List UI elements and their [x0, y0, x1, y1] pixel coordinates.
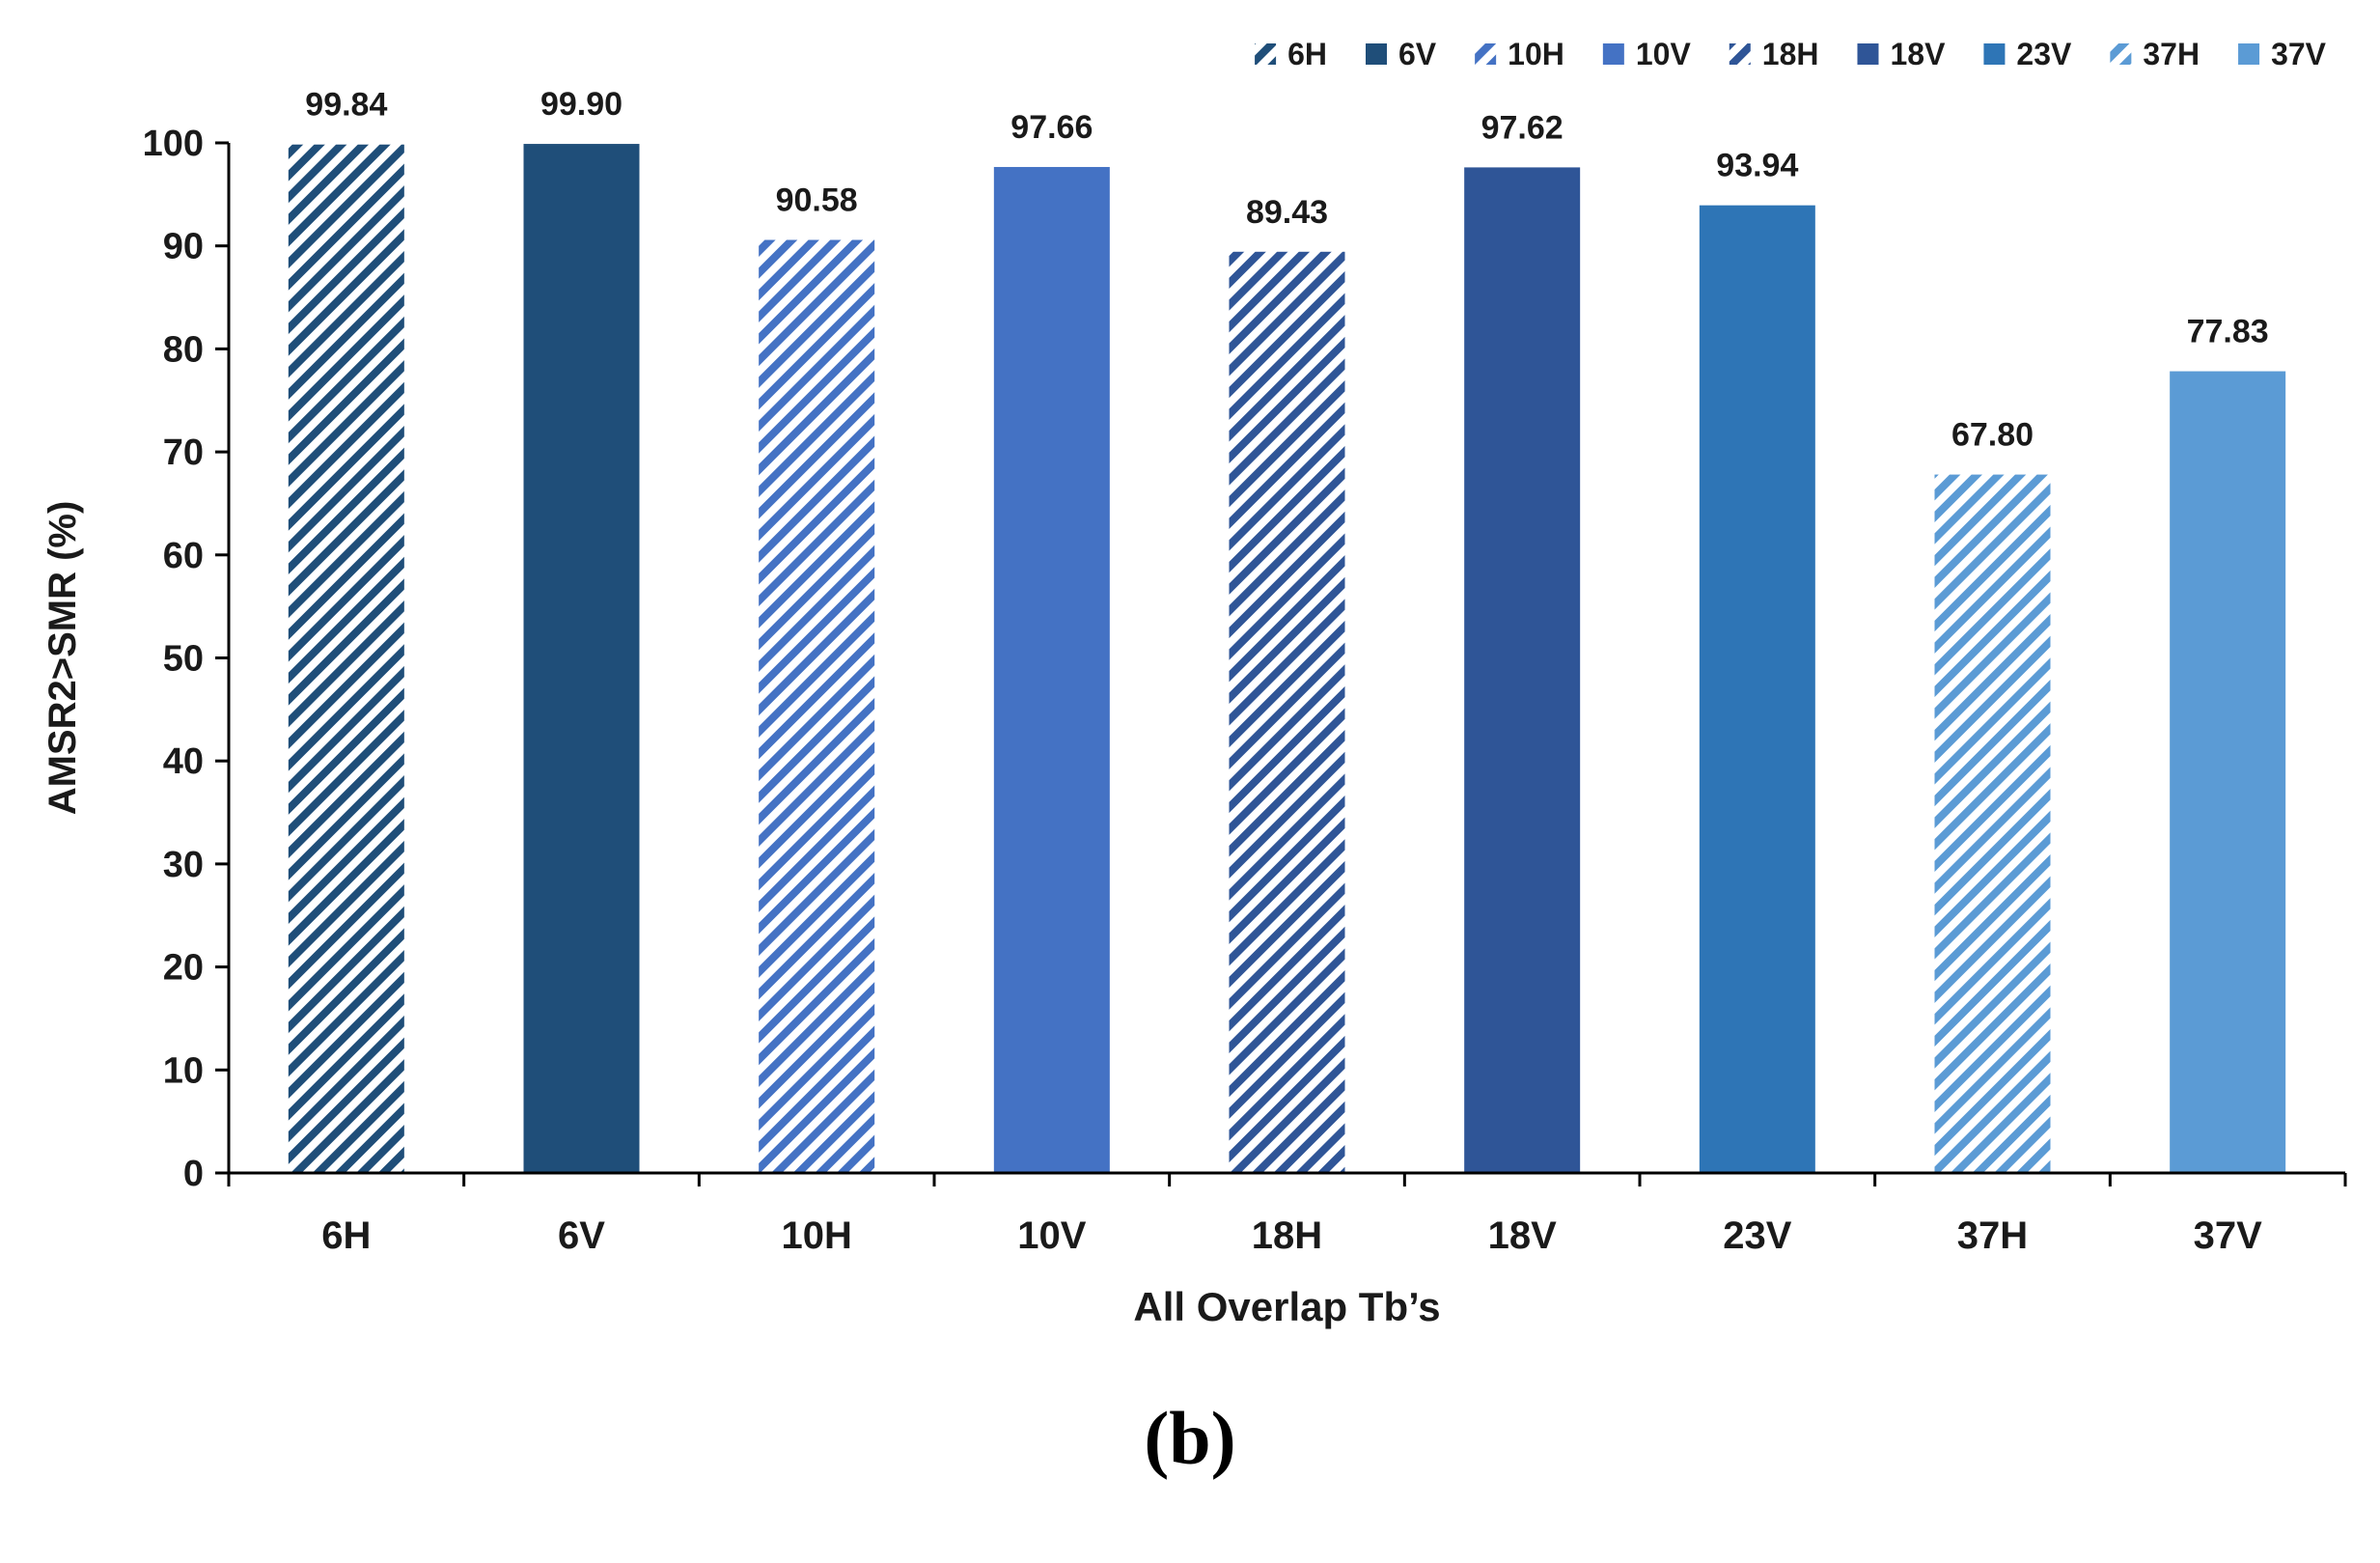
x-tick-label-37V: 37V	[2194, 1214, 2262, 1257]
x-tick-label-18V: 18V	[1488, 1214, 1557, 1257]
legend-label-18V: 18V	[1890, 37, 1946, 71]
bar-6V	[523, 144, 640, 1173]
bars	[288, 144, 2286, 1174]
bar-37H	[1934, 474, 2051, 1174]
legend-swatch-23V	[1983, 43, 2006, 65]
value-label-37H: 67.80	[1951, 417, 2034, 454]
y-axis-title: AMSR2>SMR (%)	[42, 501, 84, 816]
bar-10V	[993, 166, 1110, 1174]
legend-label-37H: 37H	[2143, 37, 2200, 71]
bar-18H	[1229, 251, 1345, 1174]
legend-label-37V: 37V	[2271, 37, 2327, 71]
bar-10H	[759, 239, 875, 1173]
x-tick-label-10H: 10H	[781, 1214, 851, 1257]
legend-swatch-6H	[1255, 43, 1277, 65]
bar-23V	[1699, 205, 1815, 1173]
y-tick-label: 20	[163, 948, 204, 989]
value-label-10V: 97.66	[1010, 109, 1093, 146]
y-tick-label: 100	[143, 124, 204, 164]
x-axis-title: All Overlap Tb’s	[1133, 1284, 1440, 1329]
y-tick-label: 40	[163, 741, 204, 782]
y-tick-label: 30	[163, 845, 204, 885]
value-label-23V: 93.94	[1716, 148, 1798, 184]
value-label-6H: 99.84	[305, 87, 387, 124]
x-tick-label-6H: 6H	[321, 1214, 371, 1257]
legend-label-10V: 10V	[1636, 37, 1692, 71]
bar-value-labels: 99.84 99.90 90.58 97.66 89.43 97.62 93.94 67.80…	[305, 86, 2268, 454]
x-tick-label-10V: 10V	[1017, 1214, 1086, 1257]
y-tick-label: 50	[163, 639, 204, 680]
legend-swatch-18H	[1729, 43, 1751, 65]
legend-label-10H: 10H	[1508, 37, 1564, 71]
y-tick-label: 0	[183, 1154, 204, 1194]
bar-6H	[288, 144, 404, 1174]
panel-label: (b)	[1144, 1396, 1236, 1480]
x-axis: 6H 6V 10H 10V 18H 18V 23V 37H 37V	[227, 1171, 2347, 1257]
value-label-18H: 89.43	[1246, 194, 1328, 231]
y-tick-label: 90	[163, 227, 204, 267]
legend-label-23V: 23V	[2016, 37, 2072, 71]
x-tick-label-37H: 37H	[1957, 1214, 2028, 1257]
y-tick-label: 80	[163, 329, 204, 370]
x-tick-label-18H: 18H	[1252, 1214, 1322, 1257]
value-label-18V: 97.62	[1481, 109, 1564, 146]
value-label-37V: 77.83	[2187, 314, 2269, 350]
legend-swatch-10V	[1602, 43, 1624, 65]
value-label-10H: 90.58	[776, 182, 858, 219]
chart-legend: 6H 6V 10H 10V 18H 18V 23V 37H 37V	[1255, 37, 2327, 71]
y-tick-label: 70	[163, 433, 204, 473]
legend-swatch-18V	[1857, 43, 1879, 65]
y-axis: 0 10 20 30 40 50 60 70 80 90 100	[143, 124, 231, 1194]
x-tick-label-23V: 23V	[1723, 1214, 1791, 1257]
legend-label-6V: 6V	[1398, 37, 1437, 71]
legend-label-18H: 18H	[1762, 37, 1819, 71]
y-tick-label: 10	[163, 1050, 204, 1091]
legend-label-6H: 6H	[1287, 37, 1327, 71]
legend-swatch-37H	[2110, 43, 2132, 65]
value-label-6V: 99.90	[540, 86, 623, 123]
legend-swatch-6V	[1366, 43, 1387, 65]
y-tick-label: 60	[163, 536, 204, 576]
bar-37V	[2170, 371, 2286, 1173]
bar-18V	[1464, 167, 1581, 1174]
legend-swatch-37V	[2238, 43, 2260, 65]
legend-swatch-10H	[1475, 43, 1497, 65]
x-tick-label-6V: 6V	[558, 1214, 605, 1257]
